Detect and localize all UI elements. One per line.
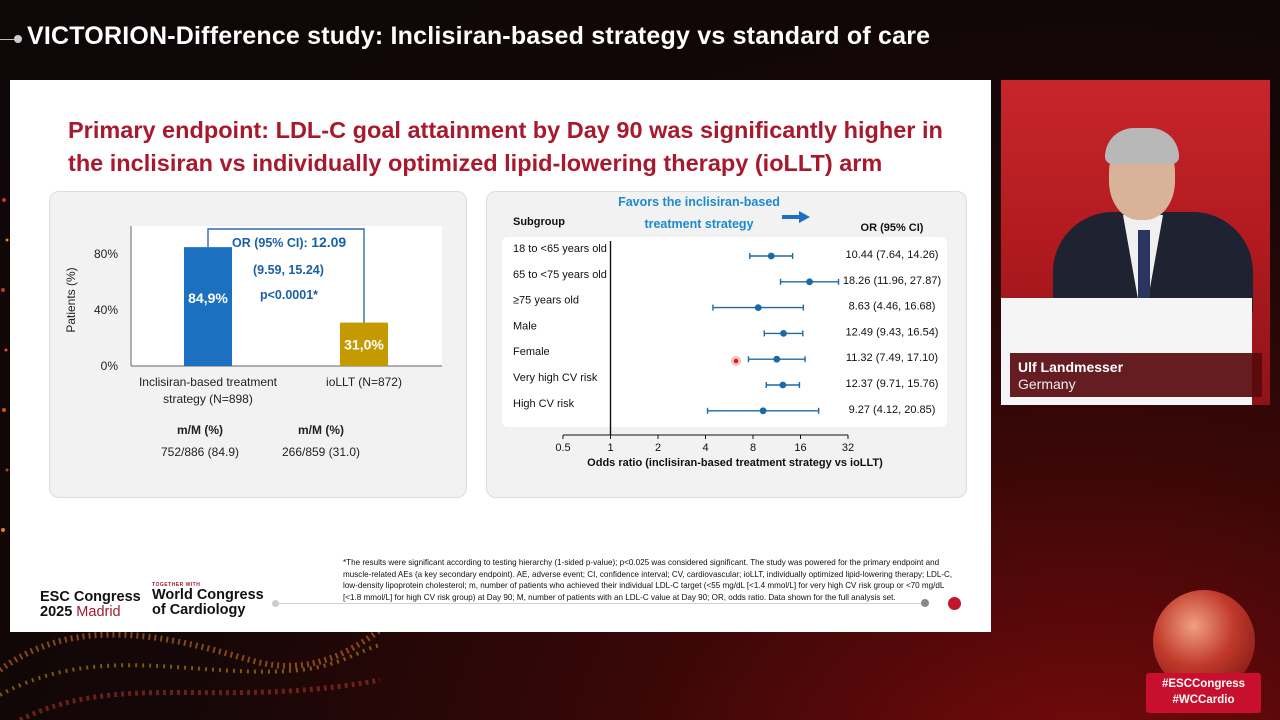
wcc-logo-line2: of Cardiology bbox=[152, 602, 246, 618]
forest-or-value: 9.27 (4.12, 20.85) bbox=[849, 404, 936, 416]
speaker-name-plate: Ulf Landmesser Germany bbox=[1010, 353, 1262, 397]
bar bbox=[340, 322, 388, 366]
slide-progress-track bbox=[276, 603, 926, 604]
forest-x-tick-label: 16 bbox=[794, 442, 806, 454]
world-congress-logo: TOGETHER WITH World Congress of Cardiolo… bbox=[152, 582, 264, 618]
forest-point-estimate bbox=[780, 330, 787, 337]
bar-y-tick-label: 40% bbox=[94, 303, 118, 317]
forest-or-value: 11.32 (7.49, 17.10) bbox=[846, 352, 938, 364]
comparison-bracket bbox=[207, 228, 365, 323]
forest-subgroup-label: High CV risk bbox=[513, 398, 575, 410]
mm-value: 752/886 (84.9) bbox=[161, 445, 239, 459]
forest-x-tick-label: 2 bbox=[655, 442, 661, 454]
or-annotation-pvalue: p<0.0001* bbox=[260, 288, 318, 302]
wcc-logo-line1: World Congress bbox=[152, 587, 264, 603]
forest-subgroup-label: ≥75 years old bbox=[513, 295, 579, 307]
forest-point-estimate bbox=[754, 304, 762, 311]
slide-progress-end bbox=[948, 597, 961, 610]
speaker-hair bbox=[1105, 128, 1179, 164]
title-bar-dot bbox=[14, 35, 22, 43]
bar-plot-area bbox=[131, 226, 442, 366]
bar-chart-panel: Patients (%) 0% 40% 80% 84,9% 31,0% OR (95%… bbox=[49, 191, 467, 498]
forest-x-axis-label: Odds ratio (inclisiran-based treatment s… bbox=[587, 457, 883, 469]
bar-y-axis-label: Patients (%) bbox=[64, 267, 78, 332]
wcc-logo-together: TOGETHER WITH bbox=[152, 582, 201, 588]
forest-x-tick-label: 0.5 bbox=[555, 442, 570, 454]
bar-category-label: strategy (N=898) bbox=[163, 392, 253, 406]
page-title: VICTORION-Difference study: Inclisiran-b… bbox=[27, 22, 931, 50]
hashtag-esc: #ESCCongress bbox=[1161, 678, 1246, 690]
slide-headline: Primary endpoint: LDL-C goal attainment … bbox=[68, 117, 943, 176]
forest-x-tick-label: 32 bbox=[842, 442, 854, 454]
bar-data-label: 84,9% bbox=[188, 290, 228, 306]
subgroup-column-header: Subgroup bbox=[513, 216, 565, 228]
esc-congress-logo: ESC Congress 2025 Madrid bbox=[40, 590, 141, 620]
favors-arrow-icon bbox=[782, 211, 810, 223]
bar-y-tick-label: 80% bbox=[94, 247, 118, 261]
bar-chart: Patients (%) 0% 40% 80% 84,9% 31,0% OR (95%… bbox=[64, 226, 442, 459]
forest-subgroup-label: Male bbox=[513, 320, 537, 332]
forest-point-estimate bbox=[806, 278, 813, 286]
or-annotation-line1: OR (95% CI): 12.09 bbox=[232, 234, 346, 250]
bar bbox=[184, 247, 232, 366]
esc-logo-year: 2025 bbox=[40, 604, 73, 620]
forest-x-tick-label: 8 bbox=[750, 442, 756, 454]
forest-point-estimate bbox=[767, 252, 775, 260]
hashtag-badge: #ESCCongress #WCCardio bbox=[1146, 673, 1261, 713]
bar-data-label: 31,0% bbox=[344, 336, 384, 352]
forest-x-tick-label: 4 bbox=[702, 442, 708, 454]
forest-subgroup-label: Female bbox=[513, 346, 550, 358]
forest-plot-area bbox=[502, 237, 947, 427]
esc-logo-city: Madrid bbox=[76, 604, 121, 620]
slide-progress-marker bbox=[921, 599, 929, 607]
forest-or-value: 8.63 (4.46, 16.68) bbox=[849, 301, 936, 313]
favors-label-line1: Favors the inclisiran-based bbox=[618, 195, 780, 209]
title-bar: VICTORION-Difference study: Inclisiran-b… bbox=[0, 18, 1280, 62]
mm-column-header: m/M (%) bbox=[177, 423, 223, 437]
forest-or-value: 10.44 (7.64, 14.26) bbox=[846, 249, 939, 261]
forest-subgroup-label: 18 to <65 years old bbox=[513, 243, 607, 255]
mm-value: 266/859 (31.0) bbox=[282, 445, 360, 459]
favors-label-line2: treatment strategy bbox=[644, 217, 753, 231]
slide-footnote: *The results were significant according … bbox=[343, 558, 953, 602]
forest-or-value: 18.26 (11.96, 27.87) bbox=[843, 275, 941, 287]
pointer-dot bbox=[733, 358, 739, 364]
forest-subgroup-label: Very high CV risk bbox=[513, 372, 598, 384]
forest-plot-panel: Favors the inclisiran-based treatment st… bbox=[486, 191, 967, 498]
slide: Primary endpoint: LDL-C goal attainment … bbox=[10, 80, 991, 632]
forest-point-estimate bbox=[773, 355, 781, 363]
speaker-country: Germany bbox=[1018, 376, 1076, 392]
forest-or-value: 12.49 (9.43, 16.54) bbox=[846, 326, 939, 338]
forest-or-value: 12.37 (9.71, 15.76) bbox=[846, 378, 939, 390]
speaker-tie bbox=[1138, 230, 1150, 300]
or-annotation-ci: (9.59, 15.24) bbox=[253, 263, 324, 277]
hashtag-wcc: #WCCardio bbox=[1172, 694, 1235, 706]
forest-subgroup-label: 65 to <75 years old bbox=[513, 269, 607, 281]
bar-category-label: ioLLT (N=872) bbox=[326, 375, 402, 389]
speaker-name: Ulf Landmesser bbox=[1018, 359, 1124, 375]
forest-x-tick-label: 1 bbox=[607, 442, 613, 454]
esc-logo-line1: ESC Congress bbox=[40, 589, 141, 605]
bar-category-label: Inclisiran-based treatment bbox=[139, 375, 278, 389]
slide-progress-start bbox=[272, 600, 279, 607]
or-column-header: OR (95% CI) bbox=[861, 222, 924, 234]
mm-column-header: m/M (%) bbox=[298, 423, 344, 437]
forest-point-estimate bbox=[779, 381, 787, 389]
bar-y-tick-label: 0% bbox=[101, 359, 119, 373]
forest-plot: Favors the inclisiran-based treatment st… bbox=[502, 195, 947, 469]
title-bar-line bbox=[0, 39, 16, 40]
forest-point-estimate bbox=[759, 407, 767, 415]
